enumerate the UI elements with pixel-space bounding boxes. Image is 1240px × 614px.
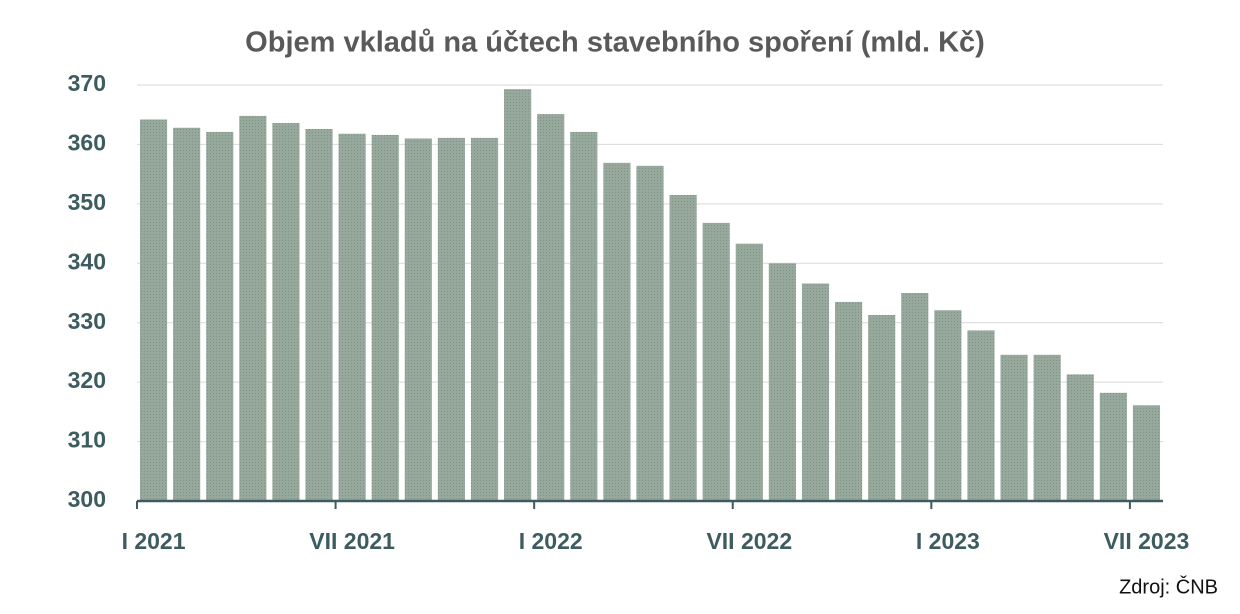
bar	[735, 243, 763, 501]
bar	[669, 194, 697, 501]
chart-title: Objem vkladů na účtech stavebního spořen…	[245, 27, 985, 59]
bar	[1132, 405, 1161, 501]
bar	[173, 127, 201, 501]
bar	[835, 301, 863, 501]
y-tick-label: 340	[68, 248, 106, 274]
bar	[801, 283, 830, 501]
x-tick-label: VII 2023	[1104, 528, 1190, 554]
x-tick-label: VII 2021	[309, 528, 395, 554]
y-tick-label: 330	[68, 308, 106, 334]
bar	[934, 310, 962, 501]
bar	[901, 293, 929, 501]
y-tick-label: 370	[68, 70, 106, 96]
bar	[470, 137, 499, 502]
bar	[702, 222, 730, 502]
bar	[603, 162, 631, 501]
bar	[206, 131, 234, 501]
bar	[1066, 374, 1094, 501]
source: Zdroj: ČNB	[1119, 575, 1218, 598]
bar	[1099, 392, 1127, 501]
bar	[1000, 354, 1028, 501]
y-tick-label: 360	[68, 130, 106, 156]
x-tick-label: VII 2022	[706, 528, 792, 554]
y-tick-label: 350	[68, 189, 106, 215]
bar	[437, 137, 465, 502]
bar	[570, 131, 598, 501]
bar	[636, 165, 664, 501]
bar	[868, 314, 896, 501]
x-tick-label: I 2022	[519, 528, 583, 554]
bar	[404, 138, 432, 501]
bar	[239, 115, 267, 501]
bar	[139, 119, 168, 502]
bar	[537, 114, 565, 502]
y-tick-label: 300	[68, 486, 106, 512]
bar	[305, 128, 333, 501]
bar	[338, 133, 366, 501]
bar	[272, 123, 300, 501]
bar	[504, 89, 532, 501]
y-tick-label: 320	[68, 367, 106, 393]
bar	[371, 134, 399, 502]
bar	[1033, 354, 1061, 501]
x-tick-label: I 2021	[122, 528, 186, 554]
y-tick-label: 310	[68, 427, 106, 453]
x-tick-label: I 2023	[916, 528, 980, 554]
bar	[967, 330, 995, 501]
bar	[768, 263, 796, 501]
